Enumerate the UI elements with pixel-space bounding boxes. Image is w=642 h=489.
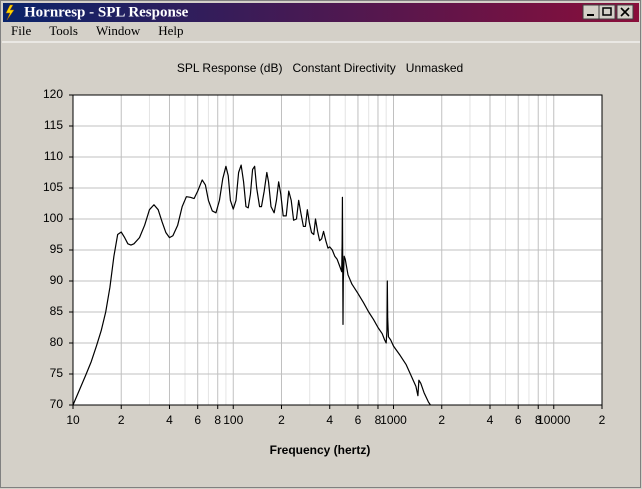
x-tick-label: 10 bbox=[66, 413, 80, 427]
x-axis-label: Frequency (hertz) bbox=[270, 443, 371, 457]
menu-item[interactable]: Window bbox=[96, 23, 141, 38]
x-tick-label: 8 bbox=[375, 413, 382, 427]
x-tick-label: 100 bbox=[223, 413, 243, 427]
y-tick-label: 100 bbox=[43, 211, 63, 225]
y-tick-label: 105 bbox=[43, 180, 63, 194]
x-tick-label: 6 bbox=[355, 413, 362, 427]
y-tick-label: 110 bbox=[44, 149, 63, 163]
y-tick-label: 120 bbox=[43, 87, 63, 101]
x-tick-label: 1000 bbox=[380, 413, 407, 427]
x-tick-label: 8 bbox=[214, 413, 221, 427]
plot bbox=[72, 164, 431, 406]
menu-item[interactable]: Help bbox=[158, 23, 183, 38]
chart-title: SPL Response (dB) Constant Directivity U… bbox=[177, 61, 463, 75]
spl-curve bbox=[72, 164, 431, 406]
x-tick-label: 4 bbox=[487, 413, 494, 427]
maximize-glyph bbox=[602, 7, 612, 16]
window-buttons[interactable] bbox=[582, 4, 634, 20]
x-tick-label: 6 bbox=[515, 413, 522, 427]
app-icon bbox=[5, 4, 15, 21]
x-tick-label: 2 bbox=[438, 413, 445, 427]
window-title: Hornresp - SPL Response bbox=[24, 4, 189, 20]
x-tick-label: 2 bbox=[278, 413, 285, 427]
y-tick-label: 80 bbox=[50, 335, 64, 349]
maximize-button[interactable] bbox=[598, 4, 616, 20]
plot-border bbox=[72, 94, 603, 406]
minimize-button[interactable] bbox=[582, 4, 600, 20]
x-tick-label: 8 bbox=[535, 413, 542, 427]
x-tick-label: 4 bbox=[166, 413, 173, 427]
y-tick-label: 95 bbox=[50, 242, 64, 256]
y-tick-label: 75 bbox=[50, 366, 64, 380]
title-bar bbox=[3, 3, 639, 22]
menu-item[interactable]: File bbox=[11, 23, 31, 38]
menu-bar: File Tools Window Help bbox=[11, 23, 183, 38]
close-glyph bbox=[620, 7, 630, 17]
x-tick-label: 6 bbox=[194, 413, 201, 427]
y-tick-label: 115 bbox=[44, 118, 63, 132]
y-tick-label: 85 bbox=[50, 304, 64, 318]
x-tick-label: 2 bbox=[118, 413, 125, 427]
x-tick-label: 4 bbox=[326, 413, 333, 427]
menu-item[interactable]: Tools bbox=[49, 23, 78, 38]
y-tick-label: 70 bbox=[50, 397, 64, 411]
x-tick-label: 2 bbox=[599, 413, 606, 427]
y-tick-label: 90 bbox=[50, 273, 64, 287]
x-tick-label: 10000 bbox=[537, 413, 571, 427]
